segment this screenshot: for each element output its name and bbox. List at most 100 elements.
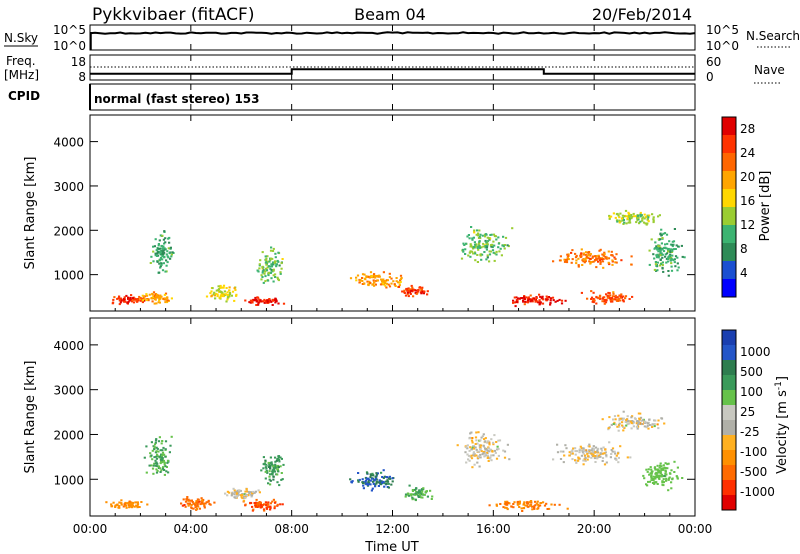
velocity-cell: [163, 469, 166, 471]
velocity-cell: [269, 473, 272, 476]
power-cell: [372, 279, 375, 282]
power-cell: [634, 215, 637, 218]
colorbar-swatch: [722, 117, 736, 136]
velocity-cell: [662, 484, 665, 487]
power-cell: [226, 296, 229, 299]
velocity-cell: [127, 502, 130, 505]
power-cell: [231, 290, 235, 293]
power-cell: [628, 298, 631, 300]
power-cell: [265, 267, 268, 270]
velocity-cell: [350, 481, 353, 484]
power-cell: [676, 256, 679, 259]
power-cell: [577, 264, 580, 267]
colorbar-swatch: [722, 261, 736, 280]
power-cell: [486, 244, 489, 247]
velocity-cell: [654, 419, 657, 422]
power-cell: [620, 259, 623, 262]
power-cell: [216, 295, 219, 298]
velocity-cell: [376, 472, 379, 475]
power-cell: [158, 259, 161, 262]
power-cell: [373, 281, 376, 284]
power-cell: [588, 254, 591, 257]
colorbar-tick-label: 20: [740, 170, 755, 184]
velocity-cell: [279, 503, 282, 506]
power-cell: [564, 258, 567, 261]
velocity-cell: [256, 502, 259, 504]
velocity-cell: [276, 458, 279, 460]
velocity-cell: [618, 422, 621, 425]
velocity-cell: [676, 476, 679, 479]
velocity-cell: [407, 492, 410, 495]
velocity-cell: [482, 444, 485, 447]
velocity-cell: [410, 493, 413, 496]
power-cell: [534, 300, 537, 303]
velocity-cell: [662, 478, 665, 481]
velocity-cell: [275, 459, 278, 462]
velocity-cell: [157, 440, 161, 443]
power-cell: [607, 261, 610, 264]
velocity-cell: [473, 454, 476, 457]
velocity-cell: [537, 505, 540, 508]
power-cell: [473, 231, 476, 234]
velocity-cell: [169, 444, 172, 447]
velocity-cell: [663, 474, 666, 477]
velocity-cell: [187, 498, 190, 501]
velocity-cell: [617, 452, 620, 455]
power-cell: [631, 295, 634, 298]
power-cell: [513, 301, 516, 304]
power-cell: [165, 300, 168, 303]
power-cell: [669, 243, 673, 246]
power-cell: [669, 251, 672, 254]
velocity-cell: [670, 469, 673, 472]
power-cell: [260, 274, 263, 277]
power-cell: [638, 222, 641, 225]
power-cell: [154, 293, 157, 296]
velocity-cell: [154, 459, 157, 462]
velocity-cell: [648, 480, 652, 483]
power-cell: [122, 300, 126, 303]
velocity-cell: [493, 449, 496, 452]
power-cell: [469, 250, 472, 253]
velocity-cell: [231, 492, 234, 495]
velocity-cell: [184, 500, 188, 503]
power-cell: [369, 282, 372, 284]
velocity-cell: [190, 504, 193, 506]
velocity-cell: [361, 481, 364, 484]
velocity-cell: [502, 506, 505, 509]
power-cell: [472, 236, 475, 239]
velocity-cell: [136, 501, 139, 504]
velocity-cell: [647, 468, 650, 471]
power-cell: [155, 302, 158, 305]
velocity-cell: [506, 503, 509, 506]
velocity-cell: [476, 450, 479, 453]
colorbar-swatch: [722, 225, 736, 244]
colorbar-swatch: [722, 390, 736, 406]
nave-tick-high: 60: [706, 55, 721, 69]
power-cell: [421, 286, 424, 289]
power-cell: [623, 221, 626, 224]
velocity-cell: [643, 477, 646, 480]
velocity-cell: [131, 502, 134, 505]
power-cell: [661, 248, 664, 251]
velocity-cell: [650, 472, 653, 475]
velocity-cell: [505, 506, 508, 509]
velocity-cell: [270, 473, 273, 475]
velocity-cell: [270, 461, 273, 464]
power-cell: [489, 250, 492, 253]
velocity-cell: [639, 422, 642, 425]
velocity-cell: [414, 492, 417, 495]
velocity-cell: [528, 501, 531, 504]
power-cell: [147, 298, 150, 300]
velocity-cell: [195, 505, 198, 508]
velocity-cell: [254, 502, 257, 505]
power-cell: [369, 276, 372, 279]
velocity-cell: [656, 483, 659, 485]
velocity-cell: [224, 492, 227, 495]
velocity-cell: [411, 496, 414, 499]
power-cell: [406, 293, 409, 296]
velocity-cell: [629, 420, 632, 423]
velocity-cell: [610, 453, 613, 455]
power-cell: [123, 299, 126, 302]
power-cell: [162, 262, 165, 265]
